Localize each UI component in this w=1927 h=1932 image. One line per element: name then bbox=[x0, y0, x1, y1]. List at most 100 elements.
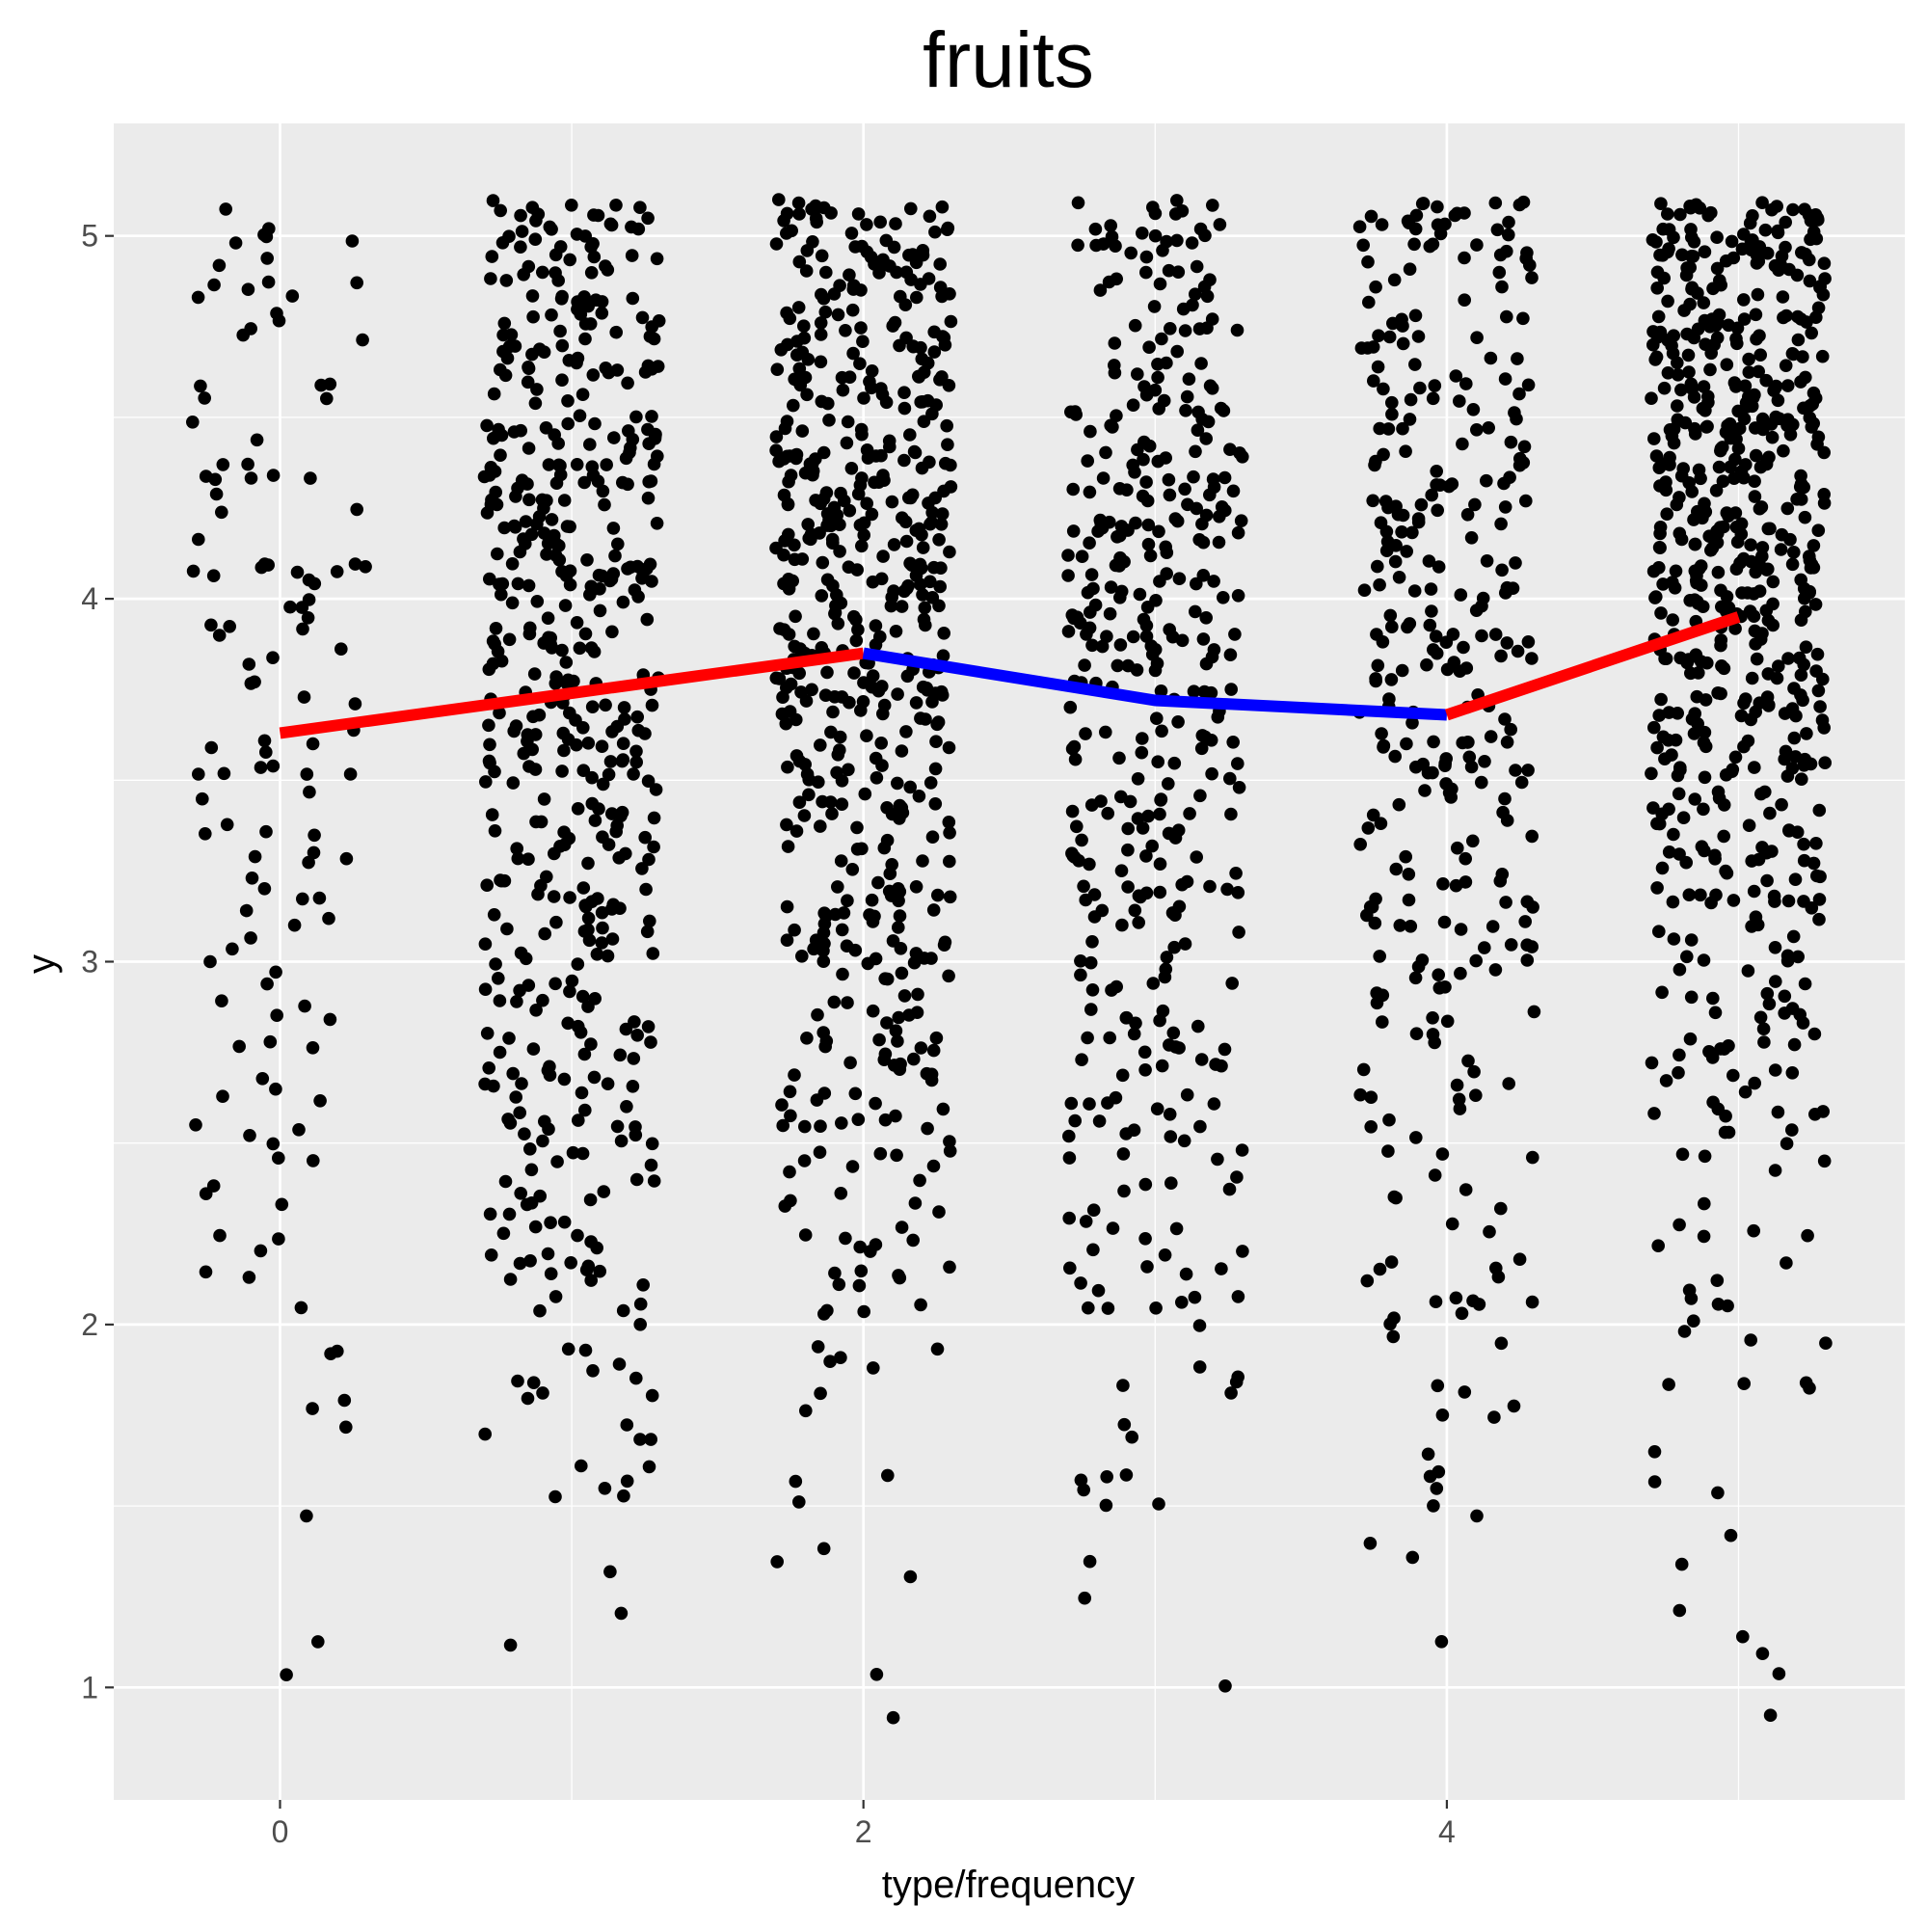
scatter-point bbox=[528, 763, 543, 776]
scatter-point bbox=[903, 1570, 918, 1584]
scatter-point bbox=[1403, 413, 1417, 426]
scatter-point bbox=[1500, 636, 1514, 650]
scatter-point bbox=[911, 987, 924, 1002]
scatter-point bbox=[1396, 336, 1410, 351]
scatter-point bbox=[220, 818, 234, 832]
scatter-point bbox=[1523, 258, 1537, 272]
scatter-point bbox=[578, 332, 592, 346]
scatter-point bbox=[850, 820, 864, 835]
scatter-point bbox=[840, 436, 854, 450]
scatter-point bbox=[581, 1259, 596, 1274]
scatter-point bbox=[1657, 381, 1672, 395]
scatter-point bbox=[1403, 617, 1417, 631]
scatter-point bbox=[1724, 431, 1737, 445]
scatter-point bbox=[583, 1193, 598, 1207]
scatter-point bbox=[1171, 265, 1186, 280]
scatter-point bbox=[199, 827, 212, 841]
scatter-point bbox=[900, 581, 914, 596]
scatter-point bbox=[913, 1173, 926, 1188]
scatter-point bbox=[1207, 643, 1221, 657]
scatter-point bbox=[905, 558, 919, 572]
scatter-point bbox=[541, 536, 555, 550]
scatter-point bbox=[194, 379, 207, 393]
scatter-point bbox=[573, 641, 587, 656]
scatter-point bbox=[500, 922, 514, 936]
scatter-point bbox=[1083, 1097, 1096, 1111]
scatter-point bbox=[906, 1233, 920, 1248]
scatter-point bbox=[1753, 1010, 1768, 1025]
scatter-point bbox=[1084, 424, 1097, 439]
scatter-point bbox=[1063, 700, 1078, 714]
scatter-point bbox=[893, 909, 907, 923]
scatter-point bbox=[588, 814, 602, 827]
scatter-point bbox=[1116, 1147, 1131, 1161]
scatter-point bbox=[477, 470, 492, 484]
scatter-point bbox=[1360, 1274, 1375, 1288]
scatter-point bbox=[1196, 632, 1211, 646]
scatter-point bbox=[925, 505, 939, 520]
scatter-point bbox=[272, 1151, 285, 1165]
scatter-point bbox=[833, 545, 846, 558]
scatter-point bbox=[547, 890, 561, 903]
scatter-point bbox=[1779, 215, 1792, 229]
scatter-point bbox=[1429, 630, 1443, 643]
scatter-point bbox=[1785, 1066, 1800, 1080]
scatter-point bbox=[1449, 878, 1463, 893]
scatter-point bbox=[484, 1248, 498, 1262]
scatter-point bbox=[931, 888, 945, 902]
scatter-point bbox=[1430, 1482, 1444, 1495]
scatter-point bbox=[639, 882, 653, 897]
scatter-point bbox=[1645, 391, 1658, 406]
scatter-point bbox=[1745, 854, 1758, 868]
scatter-point bbox=[1687, 727, 1701, 740]
scatter-point bbox=[1080, 628, 1093, 641]
scatter-point bbox=[850, 563, 864, 577]
scatter-point bbox=[1159, 540, 1172, 554]
scatter-point bbox=[243, 1129, 256, 1142]
scatter-point bbox=[1817, 1154, 1832, 1168]
scatter-point bbox=[537, 526, 551, 540]
scatter-point bbox=[320, 391, 334, 406]
scatter-point bbox=[1142, 340, 1156, 355]
scatter-point bbox=[933, 257, 947, 271]
scatter-point bbox=[198, 391, 211, 405]
scatter-point bbox=[1692, 463, 1706, 477]
scatter-point bbox=[1353, 838, 1367, 851]
scatter-point bbox=[1525, 1295, 1539, 1309]
scatter-point bbox=[1456, 736, 1469, 750]
scatter-point bbox=[944, 480, 958, 494]
y-tick-label: 1 bbox=[81, 1670, 98, 1704]
scatter-point bbox=[1694, 559, 1708, 573]
scatter-point bbox=[849, 633, 864, 648]
scatter-point bbox=[560, 677, 574, 690]
scatter-point bbox=[651, 449, 664, 464]
scatter-point bbox=[1180, 874, 1194, 889]
scatter-point bbox=[1119, 1127, 1133, 1140]
scatter-point bbox=[620, 1474, 634, 1489]
scatter-point bbox=[806, 235, 819, 249]
scatter-point bbox=[1647, 432, 1661, 445]
scatter-point bbox=[1663, 423, 1677, 437]
scatter-point bbox=[772, 672, 787, 685]
scatter-point bbox=[841, 415, 855, 429]
scatter-point bbox=[1521, 635, 1536, 649]
scatter-point bbox=[1493, 874, 1508, 888]
scatter-point bbox=[570, 228, 584, 241]
scatter-point bbox=[1667, 827, 1680, 842]
scatter-point bbox=[1377, 382, 1390, 396]
scatter-point bbox=[1454, 923, 1468, 936]
scatter-point bbox=[322, 911, 335, 926]
scatter-point bbox=[1456, 437, 1469, 451]
scatter-point bbox=[630, 1029, 644, 1042]
scatter-point bbox=[907, 1052, 921, 1066]
scatter-point bbox=[1466, 834, 1480, 848]
scatter-point bbox=[308, 828, 321, 843]
scatter-point bbox=[1235, 1143, 1249, 1157]
scatter-point bbox=[831, 880, 844, 894]
scatter-point bbox=[561, 733, 575, 746]
scatter-point bbox=[313, 1094, 327, 1108]
scatter-point bbox=[1373, 950, 1386, 963]
scatter-point bbox=[1409, 1131, 1423, 1144]
scatter-point bbox=[777, 488, 791, 502]
scatter-point bbox=[1133, 587, 1147, 602]
